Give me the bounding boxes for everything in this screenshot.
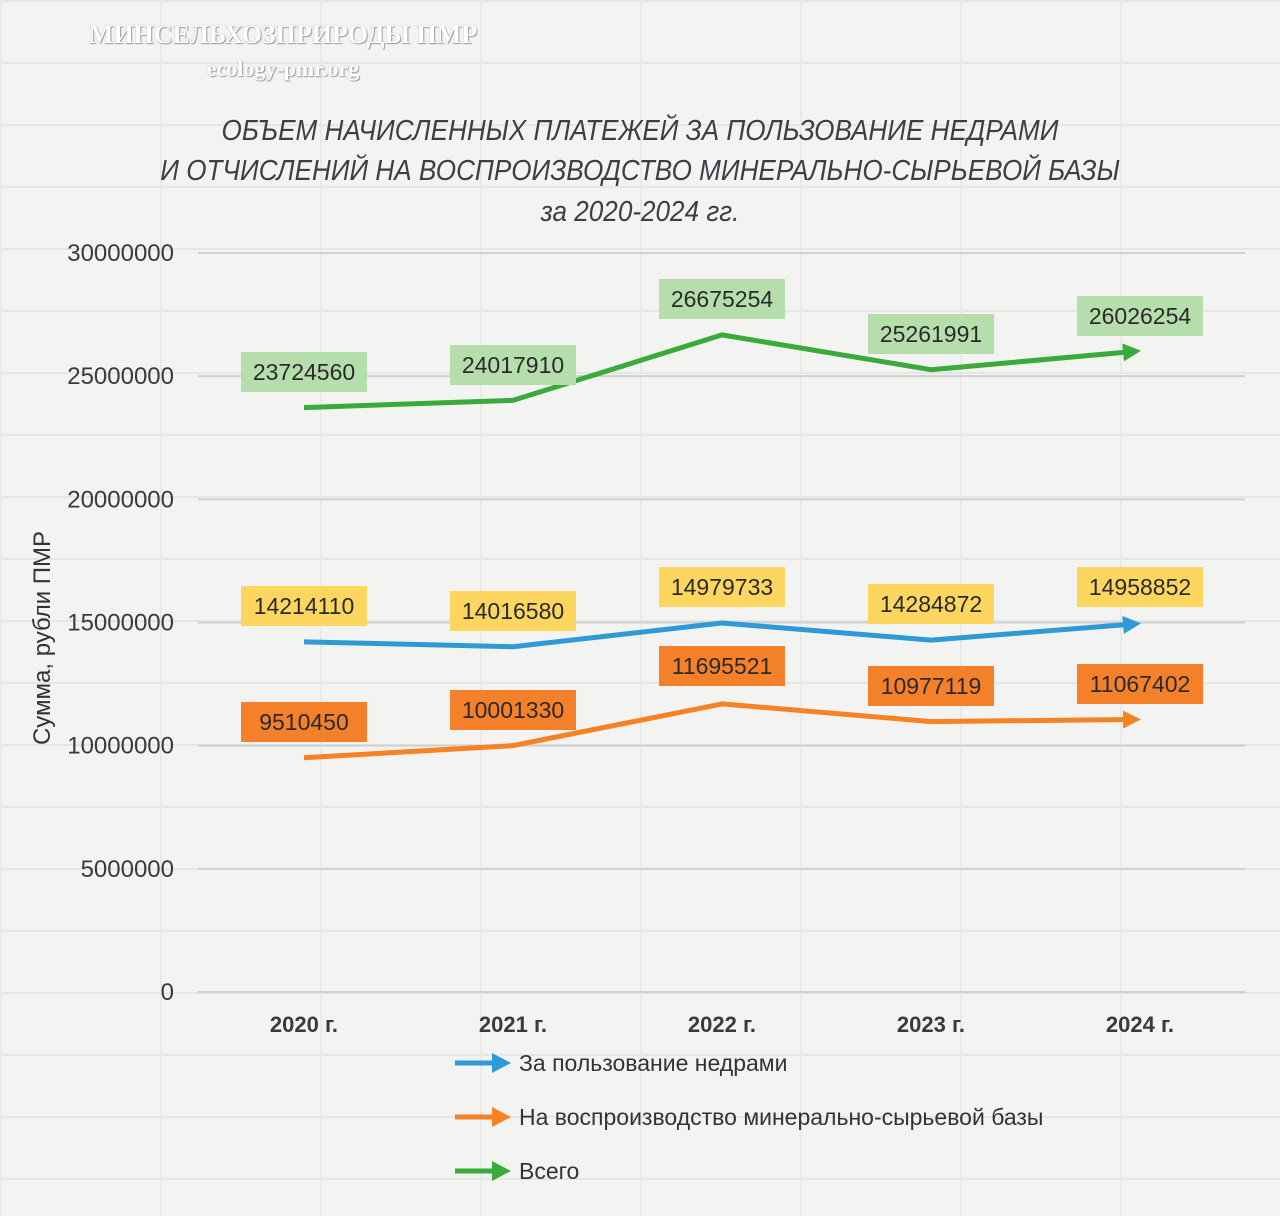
legend-arrow-icon: [492, 1053, 511, 1073]
data-label: 10977119: [868, 666, 994, 706]
legend-label: Всего: [519, 1158, 579, 1184]
series-line: [303, 615, 1142, 650]
data-label: 14979733: [659, 567, 785, 607]
x-tick-label: 2023 г.: [897, 1012, 965, 1037]
legend-item: За пользование недрами: [455, 1050, 787, 1076]
data-label: 25261991: [868, 314, 994, 354]
x-tick-label: 2020 г.: [270, 1012, 338, 1037]
x-tick-label: 2022 г.: [688, 1012, 756, 1037]
data-label-box: [659, 567, 785, 607]
data-label-box: [241, 702, 367, 742]
chart-title-line-2: И ОТЧИСЛЕНИЙ НА ВОСПРОИЗВОДСТВО МИНЕРАЛЬ…: [160, 155, 1120, 187]
data-label-box: [1077, 296, 1203, 336]
data-label-text: 14016580: [462, 598, 564, 624]
data-label-box: [868, 314, 994, 354]
watermark-url: ecology-pmr.org: [206, 56, 360, 81]
data-label-text: 11695521: [672, 653, 773, 679]
legend-item: На воспроизводство минерально-сырьевой б…: [455, 1104, 1043, 1130]
y-tick-label: 20000000: [67, 486, 174, 513]
data-label: 26675254: [659, 279, 785, 319]
data-label-text: 26675254: [671, 286, 774, 312]
data-label-box: [241, 352, 367, 392]
data-label: 14958852: [1077, 567, 1203, 607]
data-label-text: 25261991: [880, 321, 982, 347]
data-label: 14214110: [241, 586, 367, 626]
data-label-text: 23724560: [253, 359, 355, 385]
chart-title-line-1: ОБЪЕМ НАЧИСЛЕННЫХ ПЛАТЕЖЕЙ ЗА ПОЛЬЗОВАНИ…: [221, 115, 1059, 147]
data-label: 23724560: [241, 352, 367, 392]
data-label-box: [1077, 664, 1203, 704]
data-label: 14016580: [450, 591, 576, 631]
legend-label: За пользование недрами: [519, 1050, 787, 1076]
data-label-box: [659, 279, 785, 319]
x-tick-label: 2021 г.: [479, 1012, 547, 1037]
data-label-text: 14979733: [671, 574, 773, 600]
data-label-text: 9510450: [259, 709, 349, 735]
data-label-text: 10977119: [881, 673, 982, 699]
data-label-text: 24017910: [462, 352, 564, 378]
legend-item: Всего: [455, 1158, 579, 1184]
watermark-title: МИНСЕЛЬХОЗПРИРОДЫ ПМР: [88, 20, 478, 49]
data-label-box: [241, 586, 367, 626]
x-tick-label: 2024 г.: [1106, 1012, 1174, 1037]
y-axis-label: Сумма, рубли ПМР: [29, 531, 56, 745]
data-label-text: 11067402: [1090, 671, 1191, 697]
legend-arrow-icon: [492, 1107, 511, 1127]
y-tick-label: 0: [161, 979, 174, 1006]
legend-label: На воспроизводство минерально-сырьевой б…: [519, 1104, 1043, 1130]
y-tick-label: 10000000: [67, 733, 174, 760]
data-label-box: [868, 584, 994, 624]
data-label-text: 26026254: [1089, 303, 1192, 329]
data-label: 11067402: [1077, 664, 1203, 704]
data-label-box: [450, 345, 576, 385]
data-label-box: [659, 646, 785, 686]
data-label: 26026254: [1077, 296, 1203, 336]
data-label: 24017910: [450, 345, 576, 385]
data-label: 9510450: [241, 702, 367, 742]
chart-title-line-3: за 2020-2024 гг.: [540, 196, 740, 228]
y-tick-label: 15000000: [67, 610, 174, 637]
data-label: 10001330: [450, 690, 576, 730]
data-label-text: 14284872: [880, 591, 982, 617]
data-label-text: 14214110: [254, 593, 355, 619]
series-line: [303, 701, 1141, 761]
data-label: 14284872: [868, 584, 994, 624]
data-label-box: [450, 690, 576, 730]
data-label-box: [1077, 567, 1203, 607]
y-tick-label: 25000000: [67, 363, 174, 390]
y-tick-label: 30000000: [67, 240, 174, 267]
data-label: 11695521: [659, 646, 785, 686]
data-label-box: [450, 591, 576, 631]
data-label-text: 10001330: [462, 697, 564, 723]
series-line: [303, 332, 1141, 411]
data-label-text: 14958852: [1089, 574, 1191, 600]
legend-arrow-icon: [492, 1161, 511, 1181]
y-tick-label: 5000000: [81, 856, 174, 883]
data-label-box: [868, 666, 994, 706]
